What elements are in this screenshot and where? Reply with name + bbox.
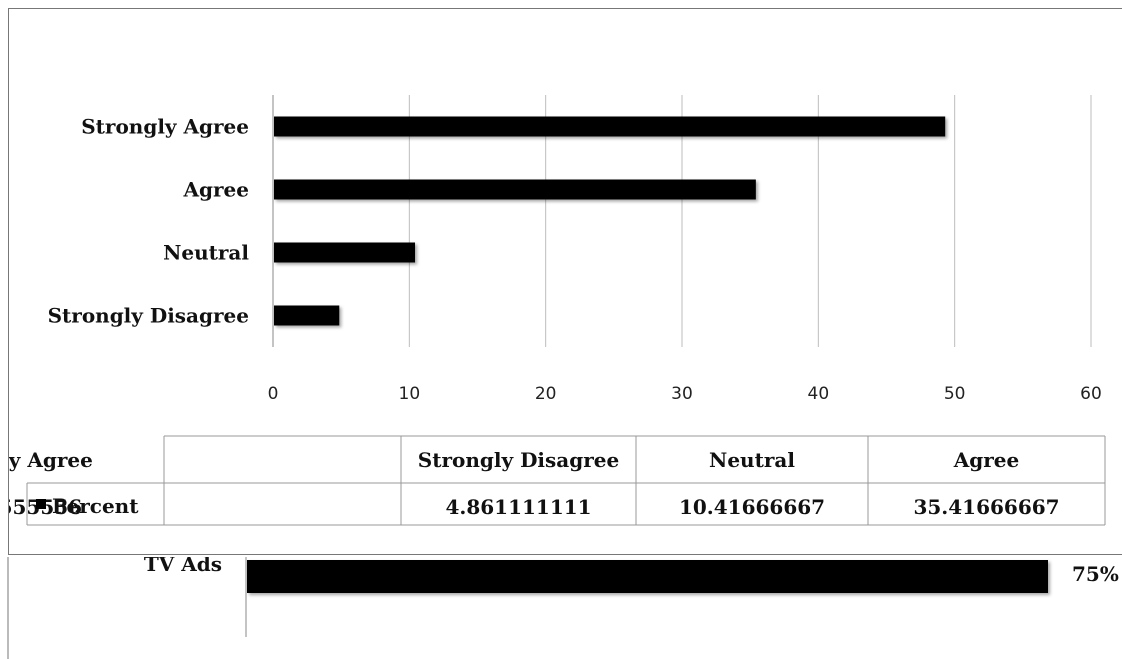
table-value-cell: 4.861111111 bbox=[445, 495, 591, 519]
bars bbox=[274, 116, 946, 326]
x-tick-label: 60 bbox=[1080, 384, 1102, 404]
category-labels: Strongly Disagree Neutral Agree Strongly Ag… bbox=[48, 115, 250, 328]
fragment-bar bbox=[247, 560, 1048, 593]
fragment-category-label: TV Ads bbox=[144, 557, 222, 576]
category-label: Strongly Disagree bbox=[48, 304, 249, 328]
legend-series-name: Percent bbox=[52, 494, 139, 518]
chart-frame: Strongly Disagree Neutral Agree Strongly Ag… bbox=[0, 8, 1122, 555]
category-label: Strongly Agree bbox=[81, 115, 249, 139]
table-header-cell: Agree bbox=[953, 448, 1020, 472]
x-axis-ticks: 0 10 20 30 40 50 60 bbox=[268, 384, 1102, 404]
bar bbox=[274, 305, 340, 326]
x-tick-label: 50 bbox=[944, 384, 966, 404]
gridlines bbox=[272, 95, 1092, 347]
bar-chart: Strongly Disagree Neutral Agree Strongly Ag… bbox=[0, 95, 1106, 526]
legend-swatch bbox=[36, 499, 46, 509]
second-chart-fragment: TV Ads 75% bbox=[7, 557, 1119, 659]
table-header-cell: Neutral bbox=[709, 448, 795, 472]
x-tick-label: 0 bbox=[268, 384, 279, 404]
table-value-cell: 10.41666667 bbox=[679, 495, 825, 519]
table-header-cell: Strongly Disagree bbox=[418, 448, 619, 472]
x-tick-label: 40 bbox=[808, 384, 830, 404]
category-label: Neutral bbox=[163, 241, 249, 265]
x-tick-label: 20 bbox=[535, 384, 557, 404]
fragment-value-label: 75% bbox=[1072, 562, 1119, 586]
bar bbox=[274, 116, 946, 137]
bar bbox=[274, 242, 416, 263]
x-tick-label: 30 bbox=[671, 384, 693, 404]
data-table: Strongly Disagree 4.861111111 Neutral 10.41… bbox=[0, 435, 1106, 526]
table-value-cell: 35.41666667 bbox=[913, 495, 1059, 519]
category-label: Agree bbox=[183, 178, 250, 202]
table-header-cell: Strongly Agree bbox=[9, 448, 93, 472]
bar bbox=[274, 179, 756, 200]
x-tick-label: 10 bbox=[399, 384, 421, 404]
